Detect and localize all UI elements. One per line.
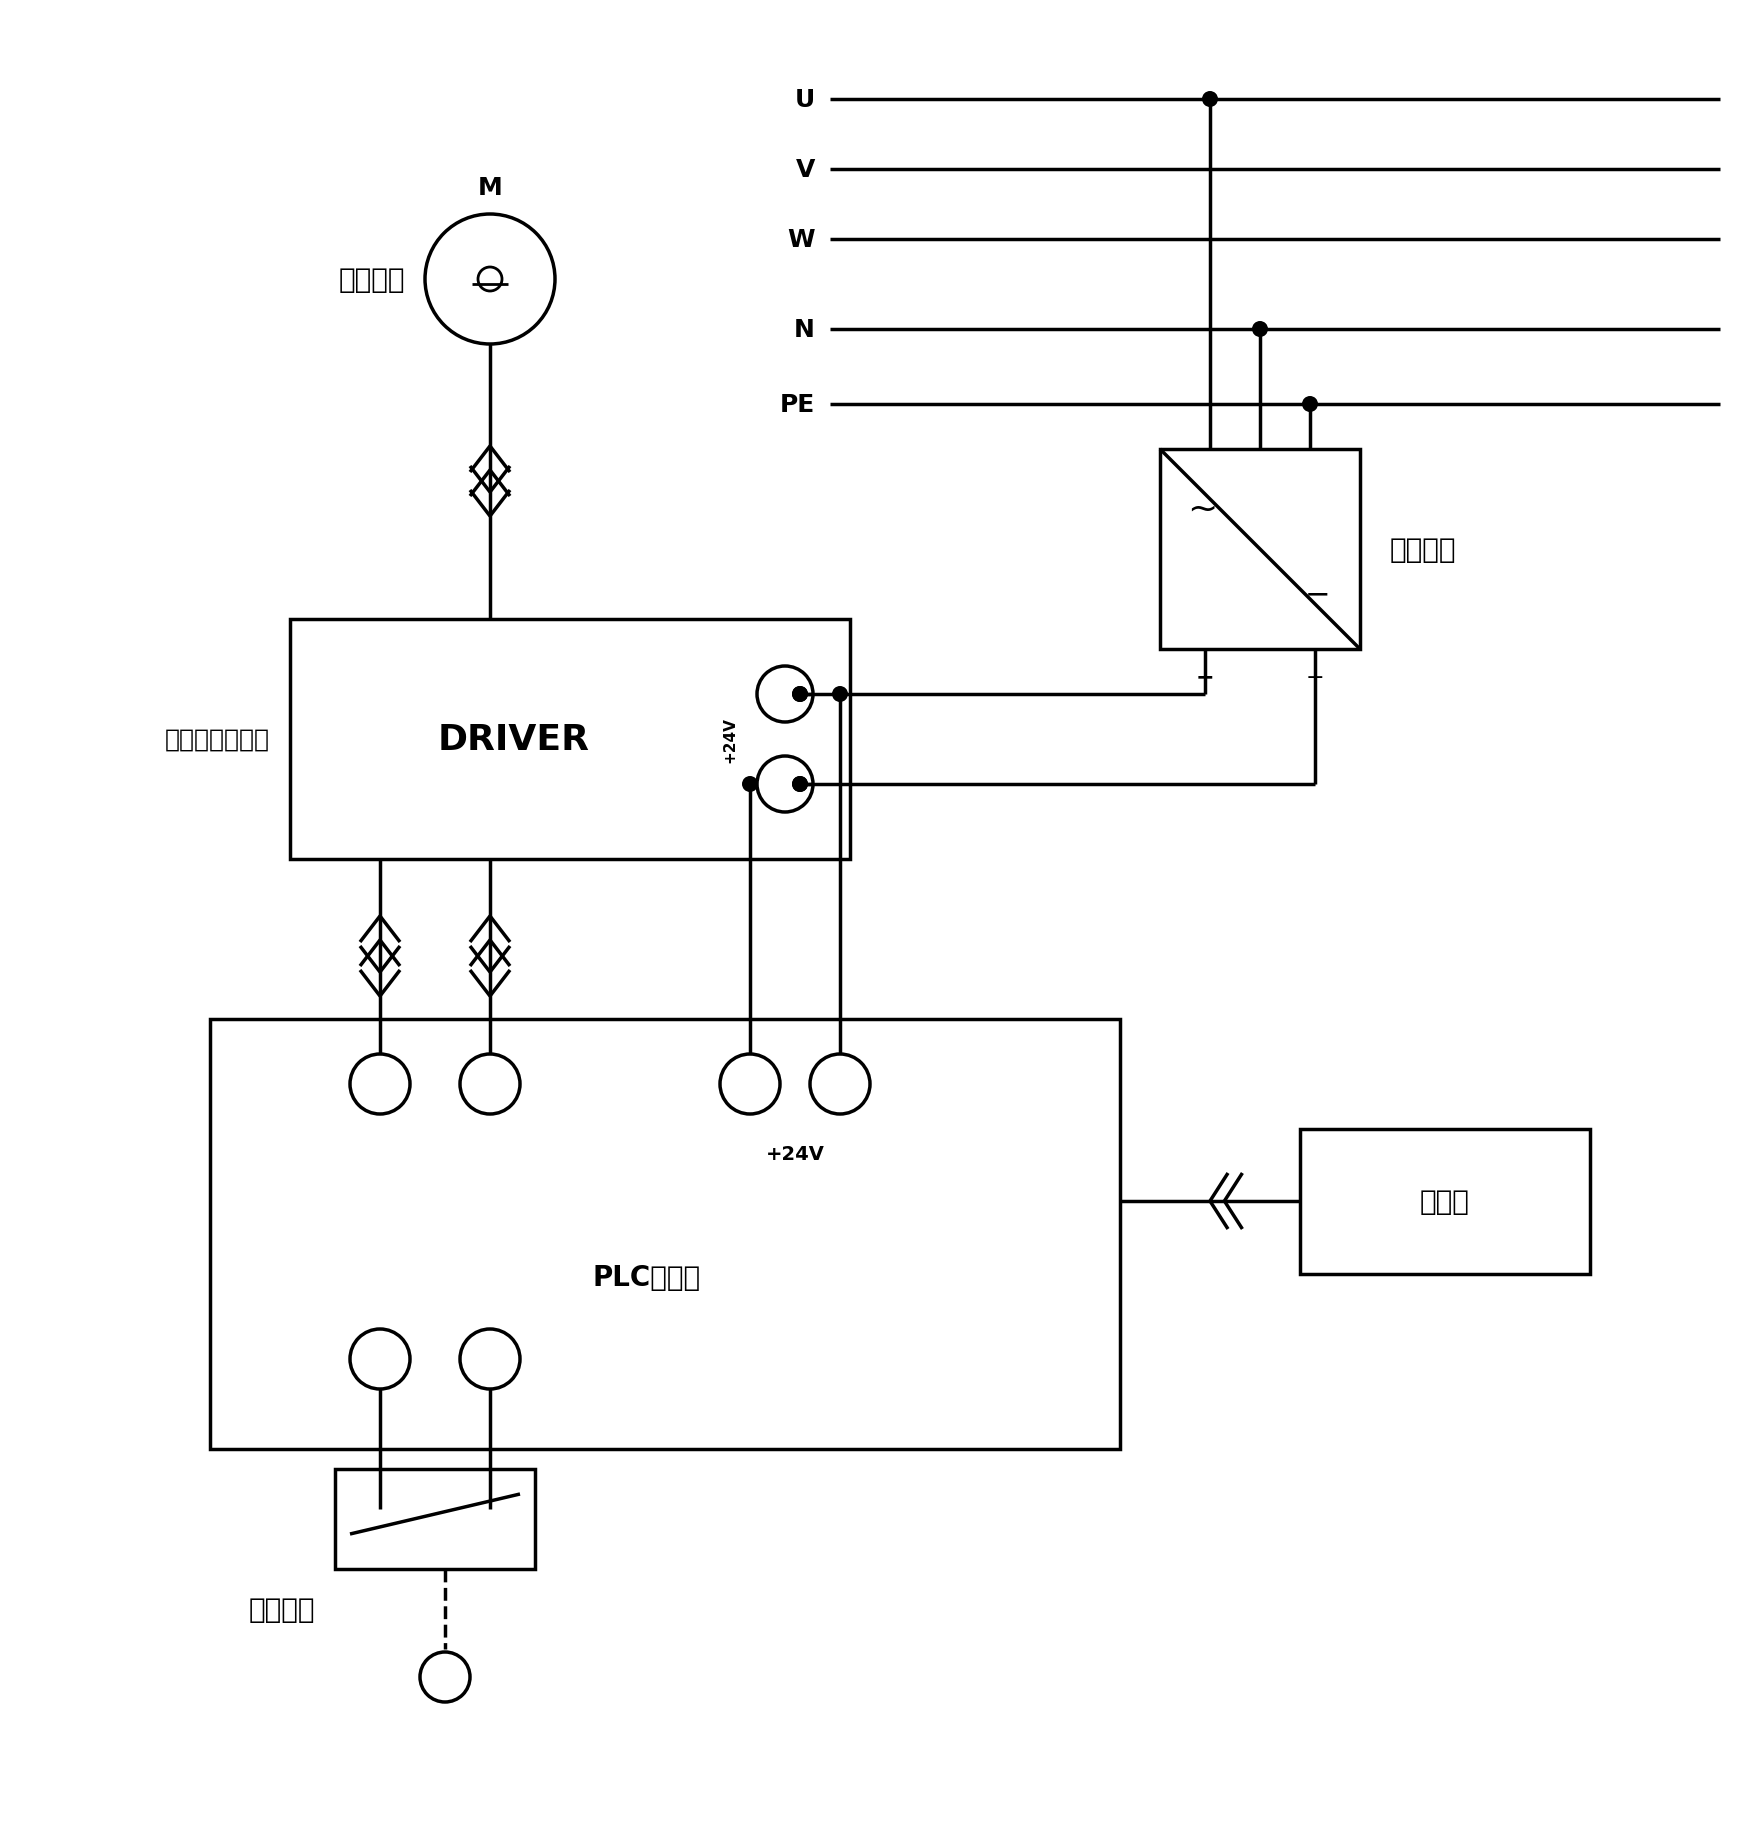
Text: 步进电机: 步进电机 — [338, 266, 405, 293]
Circle shape — [743, 777, 759, 793]
Text: M: M — [477, 176, 502, 200]
Circle shape — [792, 777, 808, 793]
Circle shape — [832, 687, 848, 703]
Text: ~: ~ — [1186, 493, 1218, 528]
Circle shape — [1202, 92, 1218, 108]
Text: 编码器: 编码器 — [1420, 1187, 1470, 1215]
Text: U: U — [796, 88, 815, 112]
Bar — [1301, 1129, 1589, 1275]
Text: DRIVER: DRIVER — [438, 722, 590, 757]
Text: N: N — [794, 317, 815, 343]
Text: PE: PE — [780, 392, 815, 416]
Text: 启停按鈕: 启停按鈕 — [248, 1596, 315, 1623]
Circle shape — [1251, 322, 1267, 337]
Text: −: − — [1306, 581, 1331, 610]
Circle shape — [1302, 398, 1318, 412]
Text: V: V — [796, 158, 815, 181]
Text: W: W — [787, 227, 815, 251]
Text: 步进电机驱动器: 步进电机驱动器 — [165, 727, 269, 751]
Text: 电源开关: 电源开关 — [1390, 535, 1457, 564]
Bar — [290, 619, 850, 859]
Text: PLC控制器: PLC控制器 — [593, 1264, 700, 1292]
Text: +24V: +24V — [723, 716, 737, 762]
Circle shape — [792, 777, 808, 793]
Bar — [209, 1019, 1119, 1449]
Text: +24V: +24V — [766, 1145, 824, 1163]
Text: +: + — [1195, 667, 1214, 687]
Bar — [334, 1469, 535, 1570]
Text: −: − — [1306, 667, 1324, 687]
Circle shape — [792, 687, 808, 703]
Bar — [1160, 449, 1360, 650]
Circle shape — [792, 687, 808, 703]
